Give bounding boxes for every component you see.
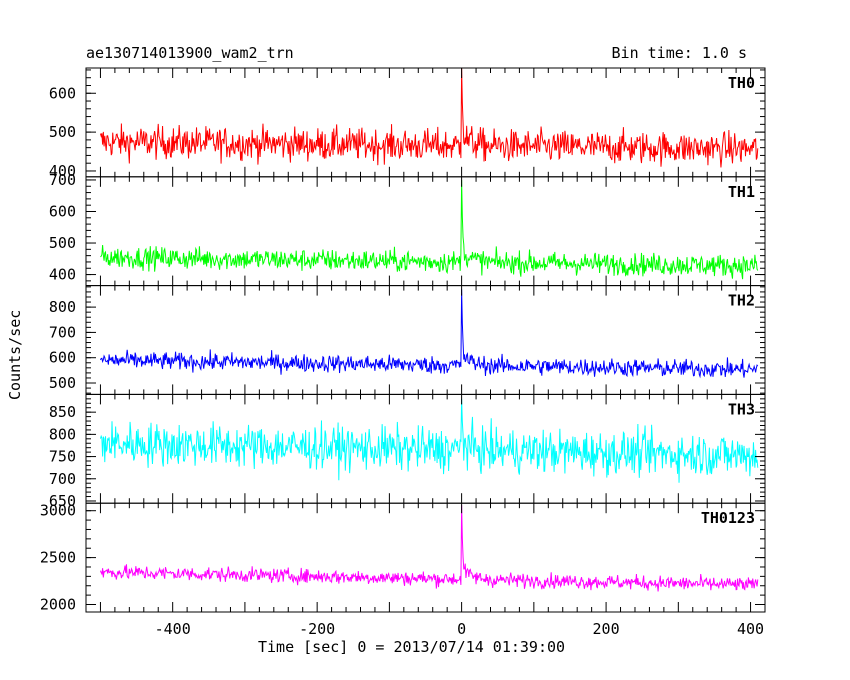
- y-tick-label: 500: [49, 234, 76, 252]
- series-label-th0: TH0: [728, 74, 755, 92]
- y-tick-label: 750: [49, 448, 76, 466]
- series-line-th0: [99, 68, 759, 168]
- y-tick-label: 500: [49, 123, 76, 141]
- bin-time-label: Bin time: 1.0 s: [611, 44, 747, 62]
- panel-frame-th0123: [85, 502, 766, 613]
- x-tick-label: 200: [593, 620, 620, 638]
- y-tick-label: 700: [49, 470, 76, 488]
- series-line-th3: [99, 398, 759, 483]
- series-line-th1: [100, 179, 759, 280]
- x-tick-label: 400: [737, 620, 764, 638]
- series-label-th0123: TH0123: [701, 509, 755, 527]
- y-tick-label: 850: [49, 403, 76, 421]
- y-tick-label: 400: [49, 266, 76, 284]
- x-tick-label: -400: [155, 620, 191, 638]
- series-line-th2: [100, 289, 759, 379]
- y-tick-label: 500: [49, 374, 76, 392]
- panel-frame-th0: [85, 67, 766, 178]
- y-tick-label: 800: [49, 425, 76, 443]
- y-axis-label: Counts/sec: [6, 309, 24, 400]
- y-tick-label: 600: [49, 84, 76, 102]
- y-tick-label: 700: [49, 171, 76, 189]
- x-tick-label: 0: [457, 620, 466, 638]
- y-tick-label: 2000: [40, 595, 76, 613]
- series-line-th0123: [99, 505, 759, 592]
- y-tick-label: 600: [49, 202, 76, 220]
- series-label-th3: TH3: [728, 400, 755, 418]
- series-label-th2: TH2: [728, 292, 755, 310]
- y-tick-label: 650: [49, 492, 76, 510]
- y-tick-label: 2500: [40, 549, 76, 567]
- x-axis-label: Time [sec] 0 = 2013/07/14 01:39:00: [258, 638, 566, 656]
- chart-title: ae130714013900_wam2_trn: [86, 44, 294, 62]
- y-tick-label: 400: [49, 162, 76, 180]
- y-tick-label: 600: [49, 349, 76, 367]
- x-tick-label: -200: [299, 620, 335, 638]
- y-tick-label: 3000: [40, 502, 76, 520]
- y-tick-label: 800: [49, 298, 76, 316]
- y-tick-label: 700: [49, 323, 76, 341]
- panel-frame-th2: [85, 285, 766, 395]
- series-label-th1: TH1: [728, 183, 755, 201]
